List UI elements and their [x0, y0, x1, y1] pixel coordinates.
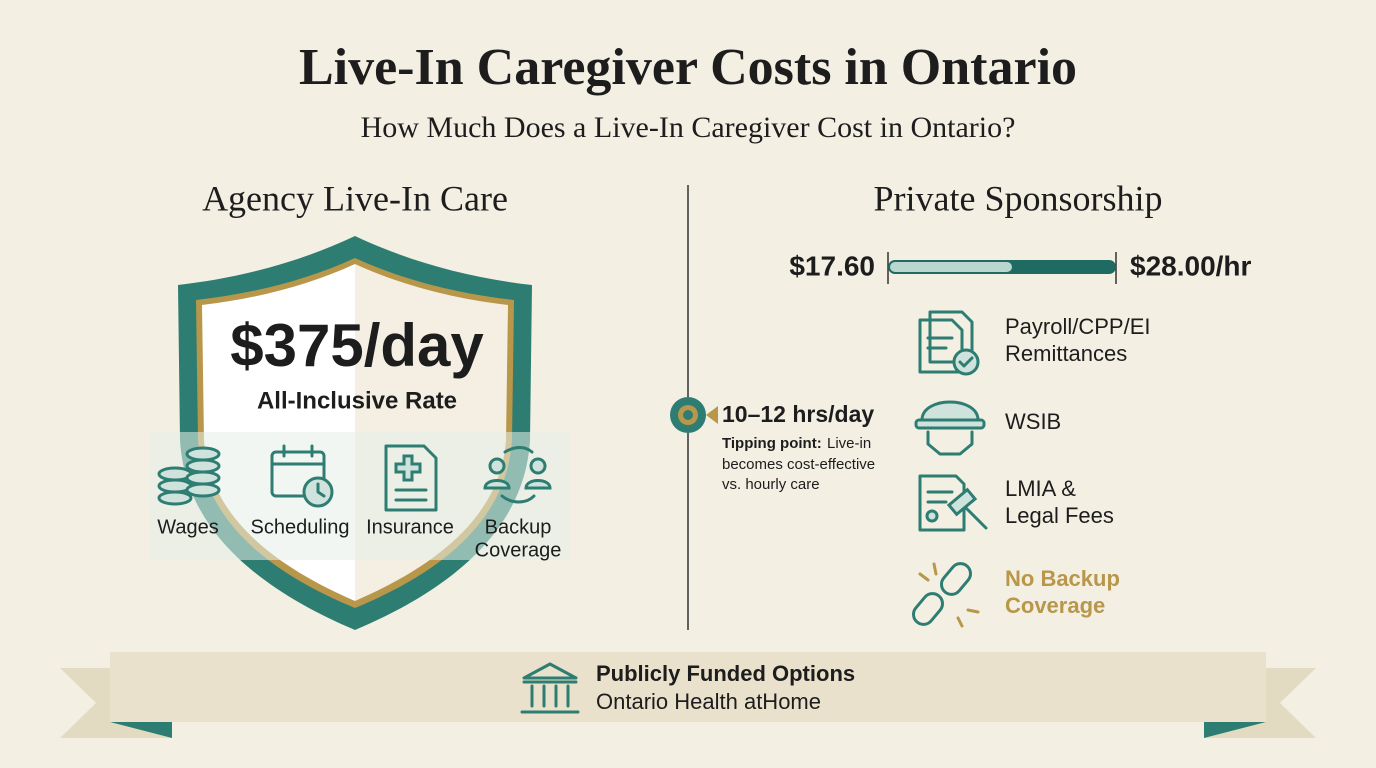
insurance-icon: [384, 444, 438, 512]
subtitle: How Much Does a Live-In Caregiver Cost i…: [361, 111, 1016, 144]
footer-subtitle: Ontario Health atHome: [596, 689, 821, 714]
title: Live-In Caregiver Costs in Ontario: [299, 39, 1077, 96]
private-item-label: LMIA &: [1005, 476, 1076, 501]
tipping-label: Tipping point:: [722, 435, 822, 452]
private-item-label: Legal Fees: [1005, 503, 1114, 528]
tipping-text: Live-in: [827, 435, 871, 452]
range-low: $17.60: [789, 250, 875, 281]
footer-title: Publicly Funded Options: [596, 661, 855, 686]
backup-icon: [483, 446, 552, 504]
agency-heading: Agency Live-In Care: [202, 178, 508, 218]
shield: [150, 236, 570, 630]
agency-item-label: Coverage: [475, 539, 562, 561]
private-item-label: No Backup: [1005, 566, 1120, 591]
agency-item-label: Insurance: [366, 516, 454, 538]
building-icon: [520, 662, 580, 714]
scheduling-icon: [270, 444, 334, 508]
footer-banner: [60, 652, 1316, 738]
private-item-label: Remittances: [1005, 341, 1127, 366]
tipping-text: becomes cost-effective: [722, 456, 875, 473]
range-bar: [887, 252, 1117, 284]
broken-link-icon: [912, 562, 980, 628]
agency-rate: $375/day: [230, 312, 484, 379]
tipping-text: vs. hourly care: [722, 476, 820, 493]
private-item-label: WSIB: [1005, 409, 1061, 434]
private-heading: Private Sponsorship: [873, 178, 1162, 218]
lmia-icon: [918, 474, 988, 532]
range-high: $28.00/hr: [1130, 250, 1252, 281]
tipping-marker: [670, 397, 718, 433]
agency-item-label: Backup: [485, 516, 552, 538]
agency-item-label: Scheduling: [251, 516, 350, 538]
private-item-label: Coverage: [1005, 593, 1105, 618]
private-item-label: Payroll/CPP/EI: [1005, 314, 1151, 339]
wages-icon: [157, 446, 221, 506]
wsib-icon: [914, 400, 986, 456]
agency-rate-label: All-Inclusive Rate: [257, 387, 457, 414]
tipping-hours: 10–12 hrs/day: [722, 401, 874, 427]
payroll-icon: [918, 310, 980, 376]
agency-item-label: Wages: [157, 516, 219, 538]
